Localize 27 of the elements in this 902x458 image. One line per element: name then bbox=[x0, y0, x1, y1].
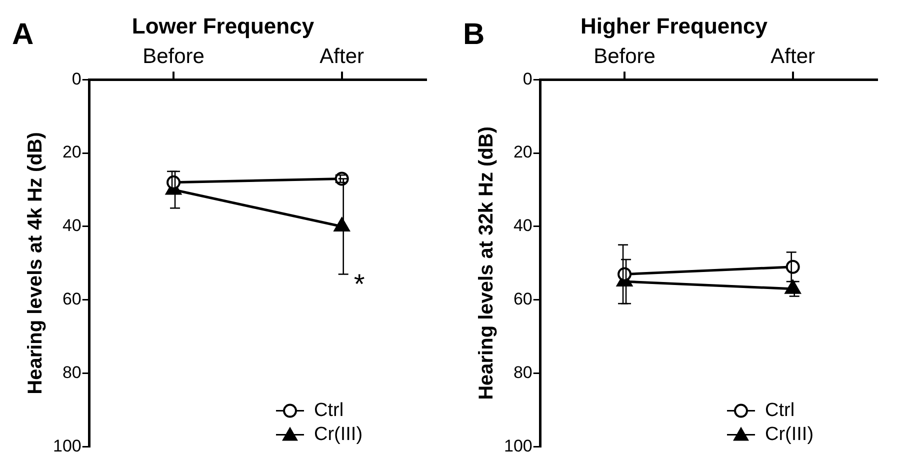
y-axis-title: Hearing levels at 32k Hz (dB) bbox=[476, 126, 498, 400]
x-tick-label: Before bbox=[142, 44, 204, 68]
y-axis-title: Hearing levels at 4k Hz (dB) bbox=[24, 132, 47, 394]
y-tick-label: 40 bbox=[513, 216, 532, 236]
y-tick-label: 40 bbox=[62, 216, 82, 236]
y-tick-label: 60 bbox=[62, 290, 82, 309]
x-tick-label: Before bbox=[594, 44, 656, 68]
x-tick-label: After bbox=[770, 44, 816, 68]
x-tick-label: After bbox=[320, 44, 364, 68]
y-tick-label: 60 bbox=[513, 290, 532, 309]
y-tick-label: 80 bbox=[513, 363, 532, 382]
text: A bbox=[12, 18, 34, 52]
chart-title: Higher Frequency bbox=[580, 13, 768, 38]
y-tick-label: 80 bbox=[62, 363, 82, 382]
text: B bbox=[463, 18, 485, 52]
legend-label: Cr(III) bbox=[314, 424, 363, 446]
y-tick-label: 100 bbox=[504, 436, 532, 456]
y-tick-label: 20 bbox=[62, 142, 82, 162]
legend-label: Ctrl bbox=[314, 400, 344, 422]
y-tick-label: 100 bbox=[52, 436, 82, 456]
chart-title: Lower Frequency bbox=[132, 13, 315, 38]
legend-label: Ctrl bbox=[765, 400, 795, 422]
y-tick-label: 0 bbox=[522, 69, 532, 88]
y-tick-label: 0 bbox=[72, 69, 82, 88]
legend-label: Cr(III) bbox=[765, 424, 814, 446]
annotation: * bbox=[354, 268, 365, 300]
y-tick-label: 20 bbox=[513, 142, 532, 162]
